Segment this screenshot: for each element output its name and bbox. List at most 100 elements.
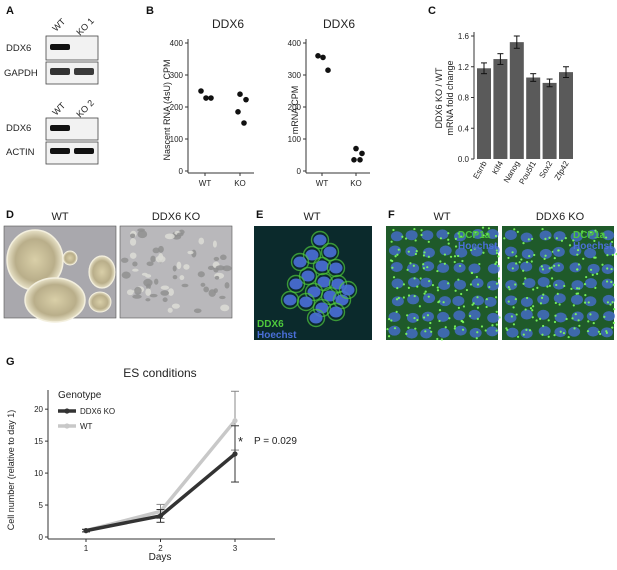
f-dcp1a-focus	[414, 239, 417, 242]
f-dcp1a-focus	[592, 322, 595, 325]
f-cell-nucleus	[539, 248, 552, 259]
f-dcp1a-focus	[507, 286, 510, 289]
f-dcp1a-focus	[461, 259, 464, 263]
d-ko-cell	[193, 308, 202, 314]
f-dcp1a-focus	[605, 330, 608, 333]
d-ko-cells	[120, 228, 232, 314]
f-dcp1a-focus	[402, 296, 405, 299]
f-dcp1a-focus	[473, 247, 476, 250]
f-dcp1a-focus	[476, 331, 479, 334]
f-dcp1a-focus	[443, 262, 446, 265]
f-cell-nucleus	[407, 294, 420, 305]
f-dcp1a-focus	[436, 269, 439, 273]
f-dcp1a-focus	[575, 292, 578, 295]
b-left-point	[235, 109, 241, 115]
f-dcp1a-focus	[478, 262, 481, 266]
f-cell-nucleus	[471, 229, 484, 240]
d-ko-cell	[132, 261, 138, 267]
d-ko-cell	[143, 278, 153, 287]
f-cell-nucleus	[603, 245, 616, 256]
f-dcp1a-focus	[391, 266, 394, 269]
b-left-point	[198, 88, 204, 94]
f-dcp1a-focus	[560, 239, 564, 242]
e-cell-nucleus	[317, 276, 331, 288]
f-dcp1a-focus	[576, 253, 579, 256]
f-dcp1a-focus	[387, 335, 391, 338]
f-dcp1a-focus	[528, 254, 531, 258]
f-dcp1a-focus	[605, 331, 608, 334]
blot1-gapdh-band-ko	[74, 68, 94, 75]
f-dcp1a-focus	[532, 305, 535, 308]
b-right-point	[325, 67, 331, 73]
d-ko-cell	[145, 288, 152, 296]
e-cell-nucleus	[329, 262, 343, 274]
blot1-row-ddx6: DDX6	[6, 43, 31, 54]
f-dcp1a-focus	[589, 313, 592, 316]
f-cell-nucleus	[453, 262, 466, 273]
d-ko-cell	[149, 293, 158, 298]
f-dcp1a-focus	[454, 237, 457, 241]
f-dcp1a-focus	[439, 260, 442, 263]
f-cell-nucleus	[587, 263, 600, 274]
f-dcp1a-focus	[470, 271, 474, 275]
f-dcp1a-focus	[438, 319, 441, 323]
f-dcp1a-focus	[495, 329, 498, 332]
f-dcp1a-focus	[494, 262, 497, 266]
f-dcp1a-focus	[582, 257, 585, 260]
f-wt-stain-dcp1a: DCP1a	[458, 230, 491, 241]
f-dcp1a-focus	[548, 236, 551, 239]
d-ko-cell	[207, 265, 215, 271]
c-bar	[477, 68, 491, 159]
g-point	[232, 418, 238, 424]
f-cell-nucleus	[391, 296, 404, 307]
f-dcp1a-focus	[585, 275, 588, 279]
f-cell-nucleus	[437, 262, 450, 273]
f-title-wt: WT	[433, 211, 450, 223]
f-dcp1a-focus	[577, 263, 581, 266]
f-dcp1a-focus	[550, 266, 553, 269]
f-dcp1a-focus	[453, 260, 456, 264]
f-dcp1a-focus	[531, 309, 534, 312]
f-title-ko: DDX6 KO	[536, 211, 585, 223]
f-dcp1a-focus	[536, 286, 539, 289]
f-dcp1a-focus	[460, 235, 463, 238]
b-left-point	[241, 120, 247, 126]
f-dcp1a-focus	[606, 254, 609, 257]
f-dcp1a-focus	[438, 300, 441, 303]
d-ko-cell	[129, 252, 137, 259]
f-dcp1a-focus	[553, 256, 556, 260]
f-dcp1a-focus	[516, 335, 520, 338]
f-dcp1a-focus	[542, 324, 545, 328]
f-dcp1a-focus	[605, 280, 609, 283]
f-dcp1a-focus	[497, 277, 501, 280]
f-dcp1a-focus	[554, 314, 557, 317]
f-cell-nucleus	[405, 328, 418, 339]
f-dcp1a-focus	[448, 317, 451, 320]
f-dcp1a-focus	[604, 236, 608, 239]
f-dcp1a-focus	[392, 276, 396, 279]
f-cell-nucleus	[569, 245, 582, 256]
d-ko-cell	[187, 250, 194, 255]
e-cell-nucleus	[331, 278, 345, 290]
panel-g-line-chart: ES conditions Genotype Days Cell number …	[6, 366, 297, 563]
b-right-ylabel: mRNA CPM	[290, 86, 300, 135]
blot2-lane-wt: WT	[50, 100, 67, 117]
f-dcp1a-focus	[446, 282, 450, 285]
f-dcp1a-focus	[495, 249, 498, 252]
f-cell-nucleus	[439, 245, 452, 256]
f-cell-nucleus	[388, 325, 401, 336]
g-title: ES conditions	[123, 366, 196, 380]
g-point	[83, 528, 89, 534]
f-dcp1a-focus	[556, 292, 559, 295]
panel-label-b: B	[146, 5, 154, 17]
f-cell-nucleus	[504, 246, 517, 257]
f-dcp1a-focus	[454, 245, 458, 248]
f-dcp1a-focus	[525, 261, 529, 264]
blot2-actin-band-ko	[74, 148, 94, 154]
c-bar	[542, 82, 557, 159]
f-dcp1a-focus	[422, 316, 426, 319]
f-dcp1a-focus	[593, 256, 596, 259]
f-dcp1a-focus	[587, 301, 590, 304]
f-cell-nucleus	[470, 246, 483, 257]
f-dcp1a-focus	[422, 263, 425, 266]
